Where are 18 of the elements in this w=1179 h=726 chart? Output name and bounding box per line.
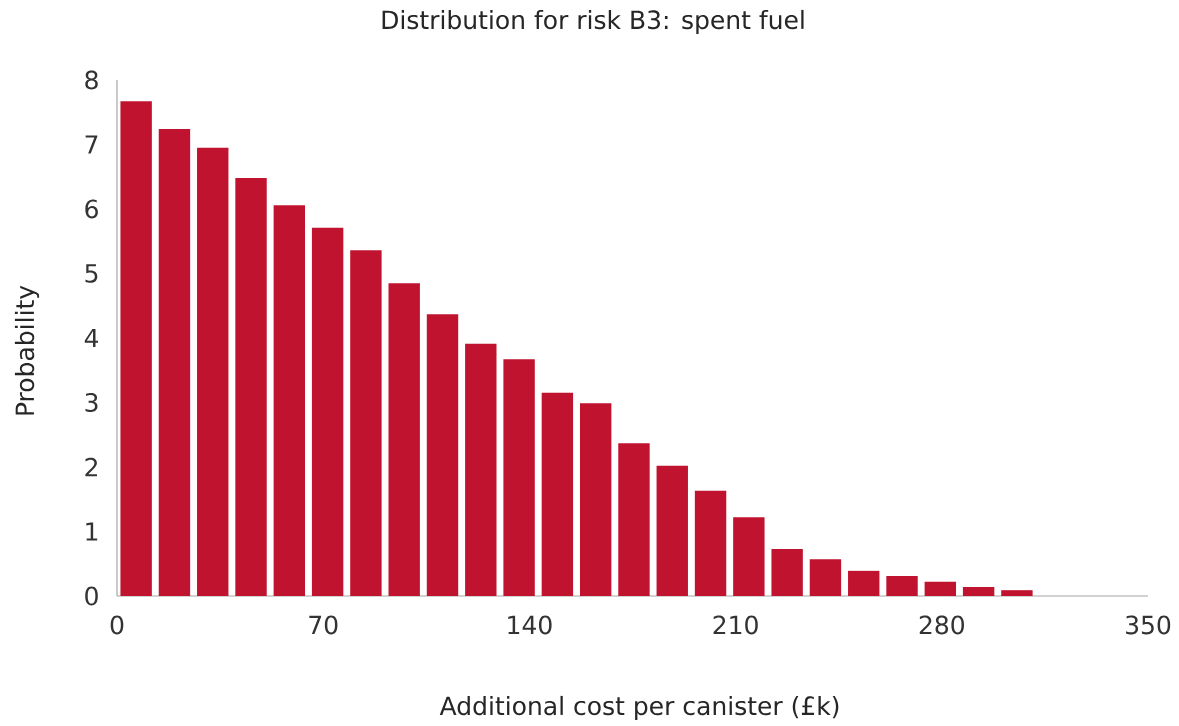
y-tick-label: 0 xyxy=(85,586,98,606)
y-tick-label: 2 xyxy=(85,457,97,477)
x-tick-label: 350 xyxy=(1126,615,1171,635)
y-tick-label: 8 xyxy=(85,70,98,90)
y-tick-label: 3 xyxy=(85,393,98,412)
y-tick-label: 7 xyxy=(85,135,98,154)
x-tick-label: 210 xyxy=(713,615,758,635)
x-tick-label: 0 xyxy=(110,615,124,635)
y-axis-title: Probability xyxy=(14,285,40,415)
y-tick-label: 1 xyxy=(86,522,98,541)
chart-title: Distribution for risk B3: spent fuel xyxy=(382,9,804,35)
y-tick-label: 5 xyxy=(85,264,98,283)
x-tick-label: 70 xyxy=(309,615,338,635)
x-tick-label: 140 xyxy=(508,615,552,635)
x-tick-label: 280 xyxy=(919,615,964,635)
y-tick-label: 6 xyxy=(85,199,98,219)
x-axis-title: Additional cost per canister (£k) xyxy=(439,695,839,721)
y-tick-label: 4 xyxy=(84,328,99,348)
